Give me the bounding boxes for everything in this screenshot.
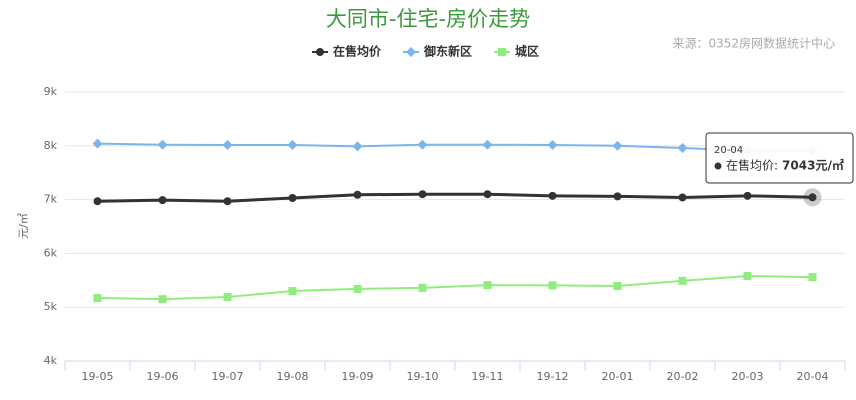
point: [352, 141, 363, 152]
point: [547, 139, 558, 150]
hover-halo: [803, 188, 822, 207]
x-tick-label: 19-05: [82, 370, 114, 383]
point: [548, 191, 557, 200]
chart-title: 大同市-住宅-房价走势: [326, 7, 530, 31]
point: [613, 281, 622, 290]
tooltip-label: 在售均价:: [726, 158, 778, 173]
point: [498, 48, 507, 56]
point: [678, 276, 687, 285]
series-line: [97, 192, 813, 203]
point: [482, 139, 493, 150]
y-axis-label: 元/㎡: [17, 213, 30, 239]
y-tick-label: 9k: [44, 85, 58, 98]
point: [483, 281, 492, 290]
point: [612, 140, 623, 151]
x-tick-label: 20-03: [732, 370, 764, 383]
y-tick-label: 5k: [44, 300, 58, 313]
point: [677, 142, 688, 153]
point: [223, 292, 232, 301]
x-tick-label: 20-01: [602, 370, 634, 383]
x-tick-label: 19-08: [277, 370, 309, 383]
y-tick-label: 4k: [44, 354, 58, 367]
point: [743, 191, 752, 200]
point: [808, 273, 817, 282]
point: [548, 281, 557, 290]
series-line: [97, 142, 813, 152]
x-tick-label: 19-10: [407, 370, 439, 383]
point: [222, 139, 233, 150]
y-tick-label: 6k: [44, 246, 58, 259]
x-tick-label: 20-04: [797, 370, 829, 383]
series-line: [97, 274, 813, 301]
tooltip-value: 7043元/㎡: [782, 158, 844, 173]
point: [808, 193, 817, 202]
point: [678, 193, 687, 202]
tooltip: [705, 132, 854, 184]
x-tick-label: 19-11: [472, 370, 504, 383]
tooltip-marker: [714, 162, 722, 170]
point: [418, 283, 427, 292]
point: [353, 190, 362, 199]
point: [743, 271, 752, 280]
x-tick-label: 19-07: [212, 370, 244, 383]
point: [93, 294, 102, 303]
legend-label: 在售均价: [333, 44, 382, 59]
point: [417, 139, 428, 150]
point: [287, 139, 298, 150]
legend-label: 城区: [515, 44, 539, 59]
point: [483, 190, 492, 199]
point: [613, 192, 622, 201]
point: [157, 139, 168, 150]
point: [353, 284, 362, 293]
point: [406, 47, 417, 57]
point: [316, 48, 324, 56]
x-tick-label: 20-02: [667, 370, 699, 383]
point: [92, 138, 103, 149]
tooltip-title: 20-04: [714, 145, 743, 156]
y-tick-label: 8k: [44, 139, 58, 152]
point: [288, 287, 297, 296]
point: [223, 197, 232, 206]
x-tick-label: 19-06: [147, 370, 179, 383]
source: 来源：0352房网数据统计中心: [672, 36, 835, 51]
y-tick-label: 7k: [44, 193, 58, 206]
point: [158, 295, 167, 304]
x-tick-label: 19-12: [537, 370, 569, 383]
point: [288, 193, 297, 202]
legend-label: 御东新区: [423, 44, 472, 59]
point: [418, 190, 427, 199]
point: [93, 197, 102, 206]
point: [158, 196, 167, 205]
x-tick-label: 19-09: [342, 370, 374, 383]
